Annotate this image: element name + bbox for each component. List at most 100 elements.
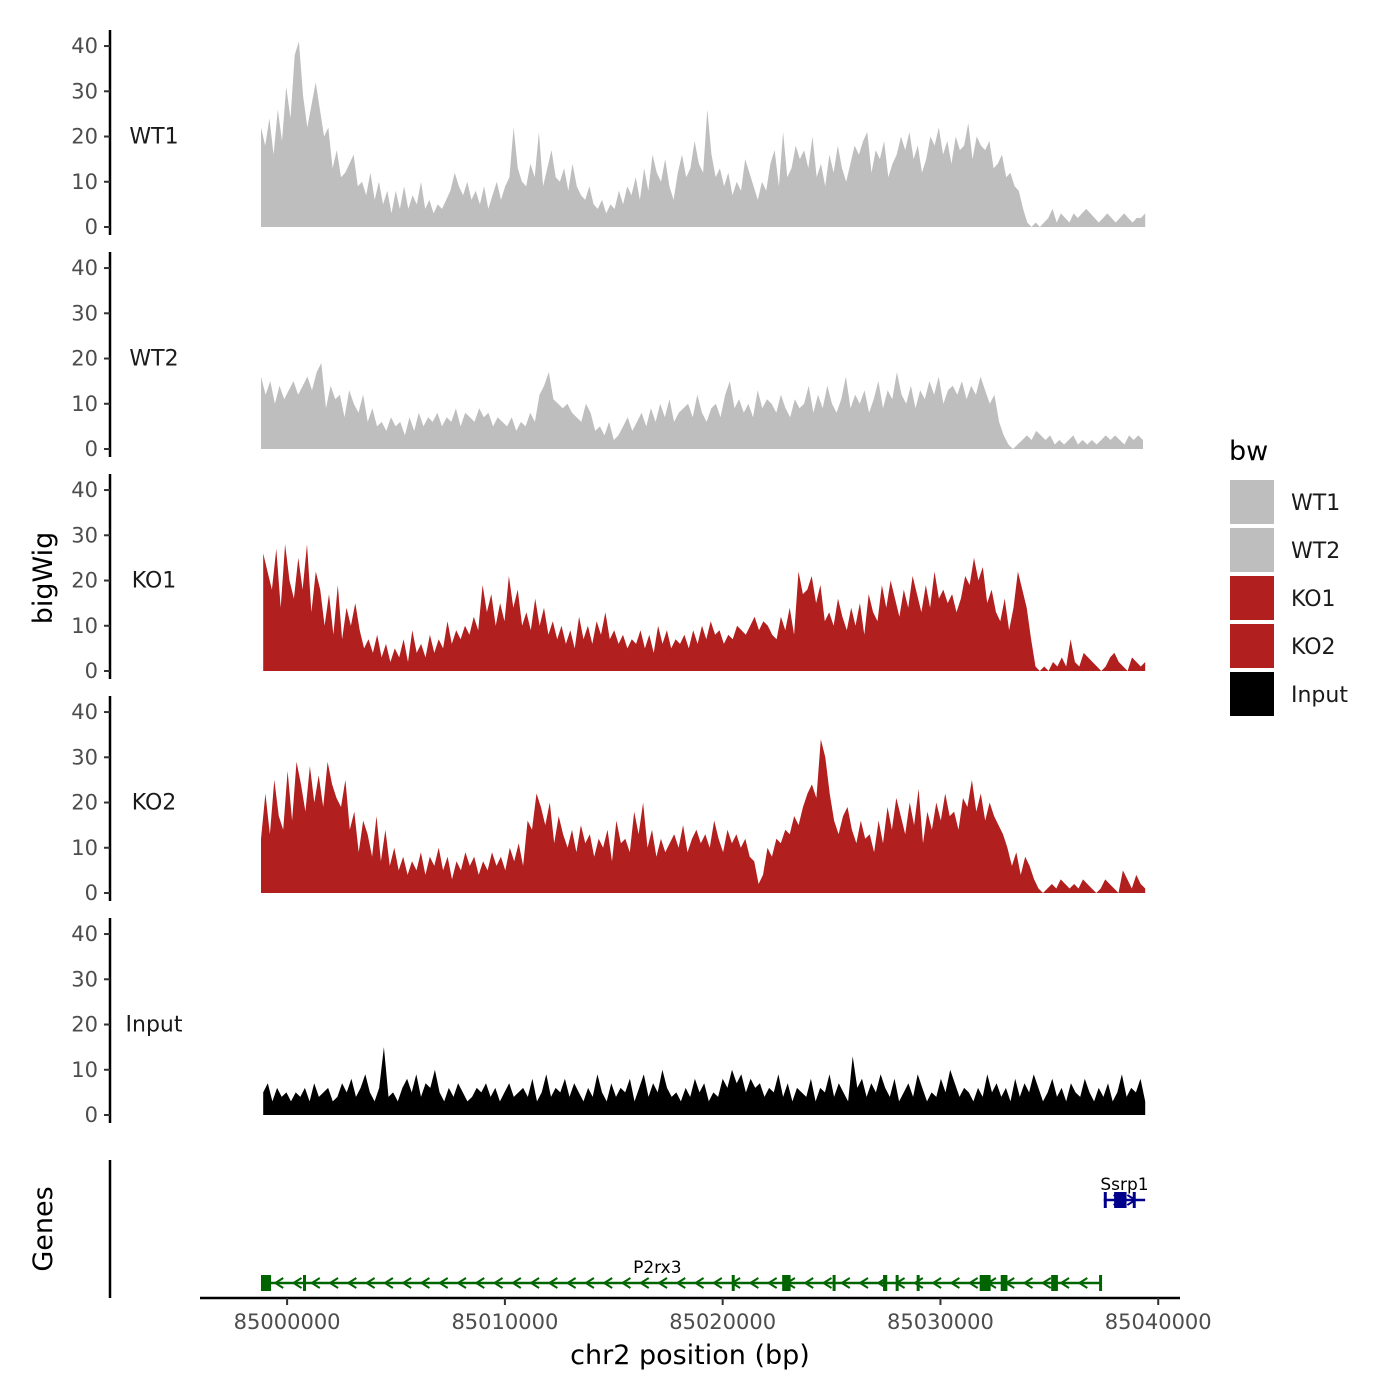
strand-arrow bbox=[456, 1277, 467, 1289]
strand-arrow bbox=[492, 1277, 504, 1289]
track-ko2: 0 10 20 30 40 KO2 bbox=[71, 696, 1146, 905]
y-tick-label: 10 bbox=[71, 614, 98, 638]
track-wt2: 0 10 20 30 40 WT2 bbox=[71, 252, 1143, 461]
y-tick-label: 10 bbox=[71, 836, 98, 860]
legend-item-wt1: WT1 bbox=[1230, 480, 1340, 524]
y-tick-label: 40 bbox=[71, 478, 98, 502]
y-tick-label: 40 bbox=[71, 700, 98, 724]
coverage-area-wt1 bbox=[261, 41, 1146, 227]
strand-arrow bbox=[1040, 1277, 1052, 1289]
strand-arrow bbox=[657, 1277, 668, 1289]
strand-arrow bbox=[510, 1277, 522, 1289]
exon bbox=[883, 1275, 888, 1291]
y-tick-label: 30 bbox=[71, 301, 98, 325]
x-tick-label: 85020000 bbox=[669, 1310, 776, 1334]
strand-arrow bbox=[602, 1277, 613, 1289]
exon bbox=[782, 1275, 791, 1291]
strand-arrow bbox=[711, 1277, 723, 1289]
legend-title: bw bbox=[1229, 436, 1268, 467]
track-input: 0 10 20 30 40 Input bbox=[71, 918, 1146, 1127]
exon bbox=[1099, 1275, 1103, 1291]
track-label: KO2 bbox=[132, 791, 177, 816]
legend-label: WT2 bbox=[1291, 539, 1340, 564]
strand-arrow bbox=[273, 1277, 284, 1289]
strand-arrow bbox=[821, 1277, 833, 1289]
strand-arrow bbox=[1059, 1277, 1070, 1289]
y-tick-label: 30 bbox=[71, 523, 98, 547]
exon bbox=[832, 1275, 836, 1291]
x-axis: 85000000 85010000 85020000 85030000 85040000 bbox=[200, 1296, 1212, 1334]
strand-arrow bbox=[1022, 1277, 1034, 1289]
strand-arrow bbox=[547, 1277, 558, 1289]
gene-label: P2rx3 bbox=[633, 1258, 681, 1278]
coverage-area-wt2 bbox=[261, 363, 1143, 449]
strand-arrow bbox=[529, 1277, 540, 1289]
track-label: WT1 bbox=[129, 125, 178, 150]
strand-arrow bbox=[949, 1277, 960, 1289]
strand-arrow bbox=[309, 1277, 321, 1289]
y-tick-label: 20 bbox=[71, 125, 98, 149]
x-tick-label: 85000000 bbox=[234, 1310, 341, 1334]
gene-label: Ssrp1 bbox=[1100, 1175, 1148, 1195]
tracks-layer: 0 10 20 30 40 WT1 0 10 20 30 40 WT2 0 10 20 30 40 KO1 0 10 2… bbox=[71, 30, 1146, 1127]
exon bbox=[1114, 1192, 1127, 1208]
strand-arrow bbox=[803, 1277, 814, 1289]
legend-swatch bbox=[1230, 480, 1274, 524]
exon bbox=[916, 1275, 920, 1291]
y-tick-label: 10 bbox=[71, 1058, 98, 1082]
strand-arrow bbox=[291, 1277, 303, 1289]
strand-arrow bbox=[858, 1277, 869, 1289]
strand-arrow bbox=[474, 1277, 485, 1289]
strand-arrow bbox=[401, 1277, 412, 1289]
strand-arrow bbox=[328, 1277, 339, 1289]
strand-arrow bbox=[620, 1277, 631, 1289]
strand-arrow bbox=[364, 1277, 376, 1289]
x-axis-title: chr2 position (bp) bbox=[570, 1340, 810, 1371]
exon bbox=[1000, 1275, 1008, 1291]
exon bbox=[979, 1275, 991, 1291]
y-tick-label: 40 bbox=[71, 256, 98, 280]
y-tick-label: 20 bbox=[71, 791, 98, 815]
strand-arrow bbox=[419, 1277, 430, 1289]
y-tick-label: 30 bbox=[71, 79, 98, 103]
coverage-area-ko1 bbox=[263, 544, 1146, 671]
track-ko1: 0 10 20 30 40 KO1 bbox=[71, 474, 1146, 683]
exon bbox=[260, 1275, 272, 1291]
x-tick-label: 85010000 bbox=[451, 1310, 558, 1334]
strand-arrow bbox=[584, 1277, 595, 1289]
y-tick-label: 0 bbox=[85, 215, 98, 239]
genes-layer: P2rx3 Ssrp1 bbox=[108, 1160, 1149, 1298]
strand-arrow bbox=[967, 1277, 979, 1289]
y-axis-title: bigWig bbox=[28, 532, 59, 625]
y-tick-label: 40 bbox=[71, 34, 98, 58]
strand-arrow bbox=[437, 1277, 449, 1289]
y-tick-label: 20 bbox=[71, 347, 98, 371]
strand-arrow bbox=[912, 1277, 924, 1289]
legend-swatch bbox=[1230, 672, 1274, 716]
exon bbox=[731, 1275, 735, 1291]
legend-item-wt2: WT2 bbox=[1230, 528, 1340, 572]
y-tick-label: 20 bbox=[71, 1013, 98, 1037]
track-wt1: 0 10 20 30 40 WT1 bbox=[71, 30, 1146, 239]
y-tick-label: 0 bbox=[85, 659, 98, 683]
gene-ssrp1: Ssrp1 bbox=[1100, 1175, 1149, 1208]
coverage-area-ko2 bbox=[261, 739, 1146, 893]
y-tick-label: 10 bbox=[71, 392, 98, 416]
strand-arrow bbox=[565, 1277, 577, 1289]
strand-arrow bbox=[693, 1277, 705, 1289]
strand-arrow bbox=[748, 1277, 759, 1289]
strand-arrow bbox=[383, 1277, 394, 1289]
y-tick-label: 10 bbox=[71, 170, 98, 194]
x-tick-label: 85030000 bbox=[887, 1310, 994, 1334]
genes-axis-title: Genes bbox=[28, 1186, 59, 1271]
exon bbox=[895, 1275, 899, 1291]
strand-arrow bbox=[766, 1277, 778, 1289]
track-label: WT2 bbox=[129, 347, 178, 372]
legend: bw WT1 WT2 KO1 KO2 Input bbox=[1229, 436, 1348, 716]
exon bbox=[303, 1275, 307, 1291]
y-tick-label: 30 bbox=[71, 967, 98, 991]
coverage-area-input bbox=[263, 1047, 1146, 1115]
exon bbox=[1103, 1192, 1107, 1208]
y-tick-label: 30 bbox=[71, 745, 98, 769]
